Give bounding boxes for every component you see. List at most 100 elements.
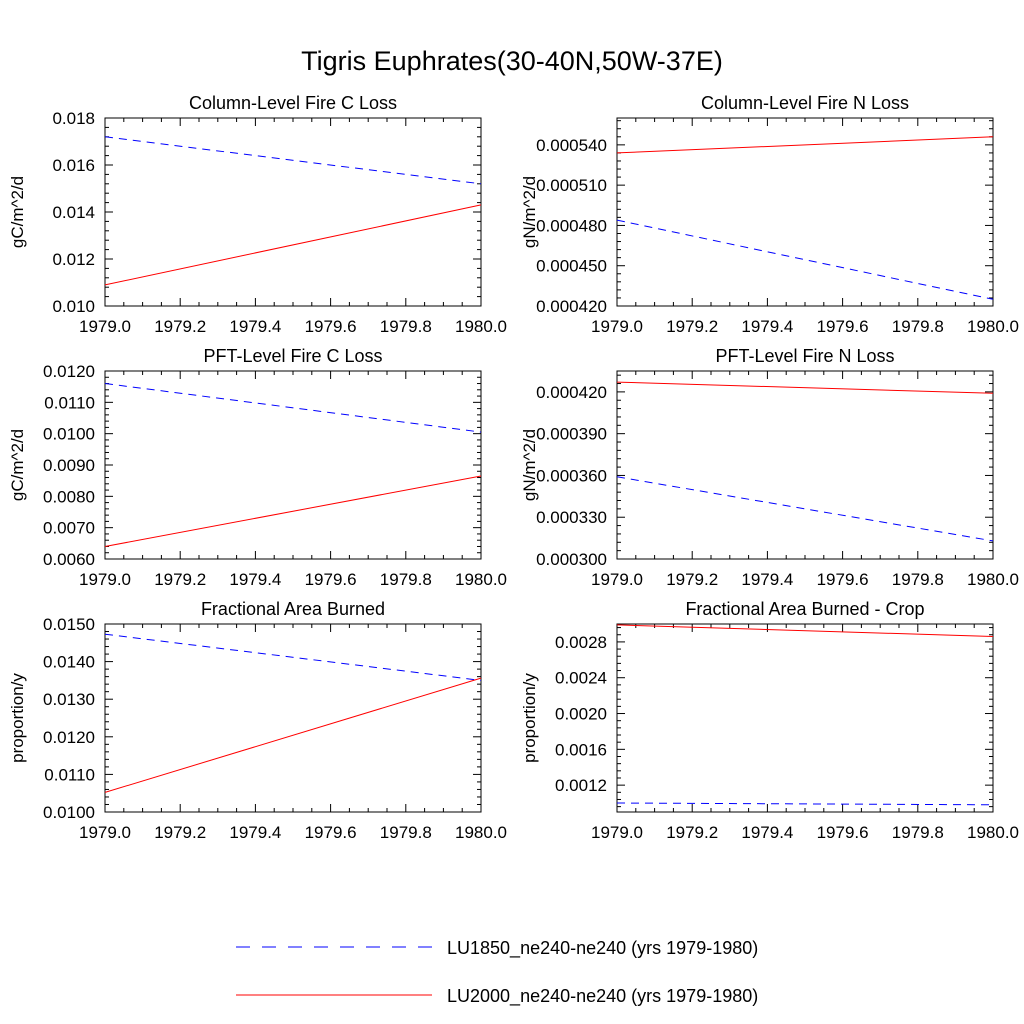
legend: LU1850_ne240-ne240 (yrs 1979-1980) LU2000… [236, 938, 758, 1007]
y-tick-label: 0.0028 [555, 633, 607, 652]
y-tick-label: 0.0016 [555, 740, 607, 759]
x-tick-label: 1980.0 [455, 823, 507, 842]
x-tick-label: 1979.4 [229, 823, 281, 842]
series-line-lu1850 [104, 633, 482, 681]
y-tick-label: 0.000420 [536, 297, 607, 316]
x-tick-label: 1979.6 [305, 570, 357, 589]
y-axis-label: gC/m^2/d [8, 176, 27, 248]
chart-panel: Fractional Area Burned - Crop proportion/… [520, 599, 1019, 842]
y-tick-label: 0.0120 [43, 728, 95, 747]
series-line-lu1850 [104, 136, 482, 185]
y-tick-label: 0.0130 [43, 690, 95, 709]
series-line-lu2000 [616, 624, 994, 637]
x-tick-label: 1979.0 [79, 317, 131, 336]
y-tick-label: 0.018 [52, 109, 95, 128]
series-line-lu1850 [616, 476, 994, 542]
plot-frame [616, 117, 994, 307]
x-tick-label: 1979.2 [154, 317, 206, 336]
y-axis-label: gN/m^2/d [520, 176, 539, 248]
x-tick-label: 1979.8 [380, 570, 432, 589]
y-tick-label: 0.0024 [555, 669, 607, 688]
y-tick-label: 0.0110 [44, 393, 95, 412]
chart-panel: Column-Level Fire C Loss gC/m^2/d 1979.0 19… [8, 93, 507, 336]
x-tick-label: 1979.2 [666, 570, 718, 589]
y-tick-label: 0.000390 [536, 425, 607, 444]
series-line-lu1850 [616, 802, 994, 806]
series-line-lu2000 [104, 475, 482, 547]
y-tick-label: 0.0060 [43, 550, 95, 569]
x-tick-label: 1979.2 [154, 823, 206, 842]
x-tick-label: 1979.6 [817, 823, 869, 842]
chart-panel: PFT-Level Fire N Loss gN/m^2/d 1979.0 1979.… [520, 346, 1019, 589]
figure-title: Tigris Euphrates(30-40N,50W-37E) [301, 46, 723, 76]
x-tick-label: 1979.4 [229, 570, 281, 589]
x-tick-label: 1979.6 [305, 317, 357, 336]
x-tick-label: 1979.0 [591, 823, 643, 842]
x-tick-label: 1980.0 [455, 317, 507, 336]
y-axis-label: proportion/y [8, 673, 27, 763]
y-axis-label: proportion/y [520, 673, 539, 763]
series-line-lu2000 [104, 204, 482, 286]
series-line-lu2000 [616, 381, 994, 394]
y-tick-label: 0.000450 [536, 257, 607, 276]
plot-frame [104, 623, 482, 813]
plot-frame [104, 370, 482, 560]
chart-panel: Fractional Area Burned proportion/y 1979.0… [8, 599, 507, 842]
y-tick-label: 0.012 [52, 250, 95, 269]
x-tick-label: 1979.0 [591, 570, 643, 589]
y-tick-label: 0.000330 [536, 508, 607, 527]
x-tick-label: 1979.4 [741, 823, 793, 842]
x-tick-label: 1979.8 [892, 823, 944, 842]
panel-title: PFT-Level Fire C Loss [203, 346, 382, 366]
y-tick-label: 0.016 [52, 156, 95, 175]
x-tick-label: 1980.0 [967, 823, 1019, 842]
y-tick-label: 0.000360 [536, 466, 607, 485]
y-tick-label: 0.0120 [43, 362, 95, 381]
x-tick-label: 1979.0 [591, 317, 643, 336]
x-tick-label: 1979.6 [817, 570, 869, 589]
y-tick-label: 0.0110 [44, 765, 95, 784]
x-tick-label: 1979.2 [666, 823, 718, 842]
y-axis-label: gC/m^2/d [8, 429, 27, 501]
x-tick-label: 1979.0 [79, 823, 131, 842]
y-tick-label: 0.000540 [536, 136, 607, 155]
x-tick-label: 1979.0 [79, 570, 131, 589]
x-tick-label: 1979.4 [229, 317, 281, 336]
x-tick-label: 1979.4 [741, 570, 793, 589]
x-tick-label: 1979.8 [380, 823, 432, 842]
x-tick-label: 1979.8 [380, 317, 432, 336]
series-line-lu1850 [616, 219, 994, 300]
x-tick-label: 1979.4 [741, 317, 793, 336]
series-line-lu1850 [104, 383, 482, 433]
y-tick-label: 0.014 [52, 203, 95, 222]
x-tick-label: 1980.0 [455, 570, 507, 589]
series-line-lu2000 [104, 677, 482, 793]
plot-frame [616, 623, 994, 813]
y-axis-label: gN/m^2/d [520, 429, 539, 501]
panel-title: PFT-Level Fire N Loss [715, 346, 894, 366]
y-tick-label: 0.0020 [555, 705, 607, 724]
y-tick-label: 0.0080 [43, 487, 95, 506]
y-tick-label: 0.0140 [43, 653, 95, 672]
y-tick-label: 0.0150 [43, 615, 95, 634]
chart-panel: Column-Level Fire N Loss gN/m^2/d 1979.0 19… [520, 93, 1019, 336]
y-tick-label: 0.010 [52, 297, 95, 316]
x-tick-label: 1979.8 [892, 570, 944, 589]
legend-label: LU1850_ne240-ne240 (yrs 1979-1980) [447, 938, 758, 959]
y-tick-label: 0.000510 [536, 176, 607, 195]
x-tick-label: 1979.8 [892, 317, 944, 336]
y-tick-label: 0.0100 [43, 803, 95, 822]
series-line-lu2000 [616, 136, 994, 154]
legend-label: LU2000_ne240-ne240 (yrs 1979-1980) [447, 986, 758, 1007]
x-tick-label: 1979.2 [666, 317, 718, 336]
y-tick-label: 0.0090 [43, 456, 95, 475]
y-tick-label: 0.000300 [536, 550, 607, 569]
panel-title: Column-Level Fire C Loss [189, 93, 397, 113]
y-tick-label: 0.000480 [536, 216, 607, 235]
x-tick-label: 1980.0 [967, 570, 1019, 589]
y-tick-label: 0.0012 [555, 776, 607, 795]
panel-title: Fractional Area Burned - Crop [685, 599, 924, 619]
chart-panel: PFT-Level Fire C Loss gC/m^2/d 1979.0 1979.… [8, 346, 507, 589]
panels: Column-Level Fire C Loss gC/m^2/d 1979.0 19… [8, 93, 1019, 842]
